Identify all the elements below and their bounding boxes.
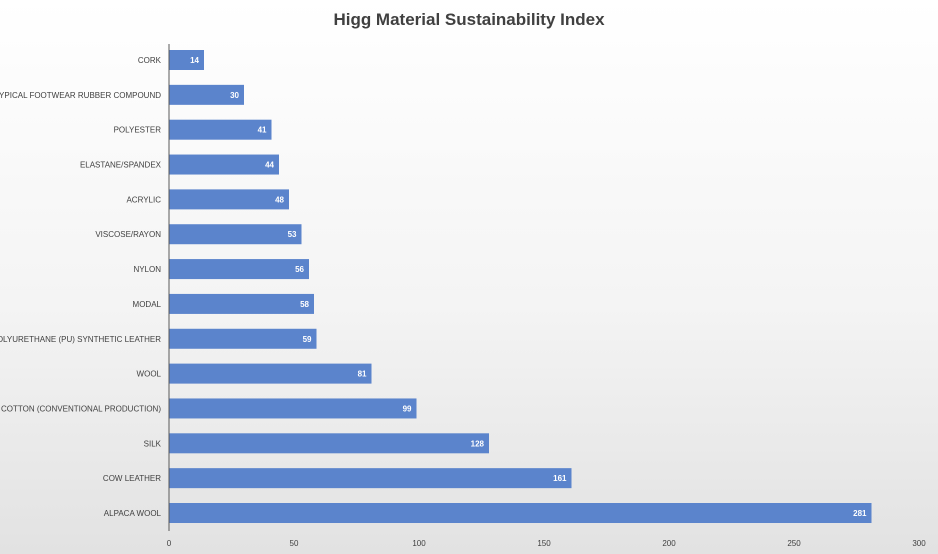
category-label: ACRYLIC: [126, 195, 161, 204]
chart-title: Higg Material Sustainability Index: [333, 10, 605, 29]
bar: [169, 189, 289, 210]
category-label: MODAL: [133, 300, 162, 309]
category-label: ALPACA WOOL: [104, 509, 162, 518]
data-label: 56: [295, 265, 304, 274]
data-label: 161: [553, 474, 567, 483]
bar: [169, 503, 872, 523]
bar: [169, 328, 317, 349]
bar: [169, 50, 204, 70]
category-label: COTTON (CONVENTIONAL PRODUCTION): [1, 404, 161, 413]
x-tick-label: 100: [412, 539, 426, 548]
data-label: 41: [258, 126, 267, 135]
x-tick-label: 200: [662, 539, 676, 548]
category-label: POLYURETHANE (PU) SYNTHETIC LEATHER: [0, 335, 161, 344]
x-tick-label: 0: [167, 539, 172, 548]
bar: [169, 84, 244, 105]
data-label: 59: [303, 335, 312, 344]
category-label: WOOL: [137, 370, 162, 379]
data-label: 30: [230, 91, 239, 100]
x-axis-ticks: 0 50 100 150 200 250 300: [167, 539, 926, 548]
bar: [169, 468, 572, 489]
x-tick-label: 250: [787, 539, 801, 548]
x-tick-label: 150: [537, 539, 551, 548]
bar: [169, 259, 309, 280]
data-label: 14: [190, 56, 199, 65]
data-label: 48: [275, 195, 284, 204]
data-label: 53: [288, 230, 297, 239]
data-label: 128: [471, 439, 485, 448]
category-label: NYLON: [133, 265, 161, 274]
bar: [169, 224, 302, 245]
data-label: 44: [265, 161, 274, 170]
category-label: ELASTANE/SPANDEX: [80, 161, 162, 170]
x-tick-label: 50: [290, 539, 299, 548]
data-label: 58: [300, 300, 309, 309]
category-labels: CORK TYPICAL FOOTWEAR RUBBER COMPOUND POLY…: [0, 56, 162, 518]
data-label: 99: [403, 404, 412, 413]
bar: [169, 154, 279, 175]
bar: [169, 433, 489, 454]
x-tick-label: 300: [912, 539, 926, 548]
data-label: 281: [853, 509, 867, 518]
category-label: VISCOSE/RAYON: [95, 230, 161, 239]
category-label: COW LEATHER: [103, 474, 161, 483]
bar: [169, 398, 417, 419]
category-label: TYPICAL FOOTWEAR RUBBER COMPOUND: [0, 91, 161, 100]
data-label: 81: [358, 370, 367, 379]
bar: [169, 293, 314, 314]
category-label: SILK: [144, 439, 162, 448]
bar: [169, 119, 272, 140]
bar: [169, 363, 372, 384]
bars-layer: 14 30 41 44 48 53 56 58 59 81 99 128 161 281: [169, 50, 872, 523]
category-label: CORK: [138, 56, 162, 65]
category-label: POLYESTER: [114, 126, 162, 135]
